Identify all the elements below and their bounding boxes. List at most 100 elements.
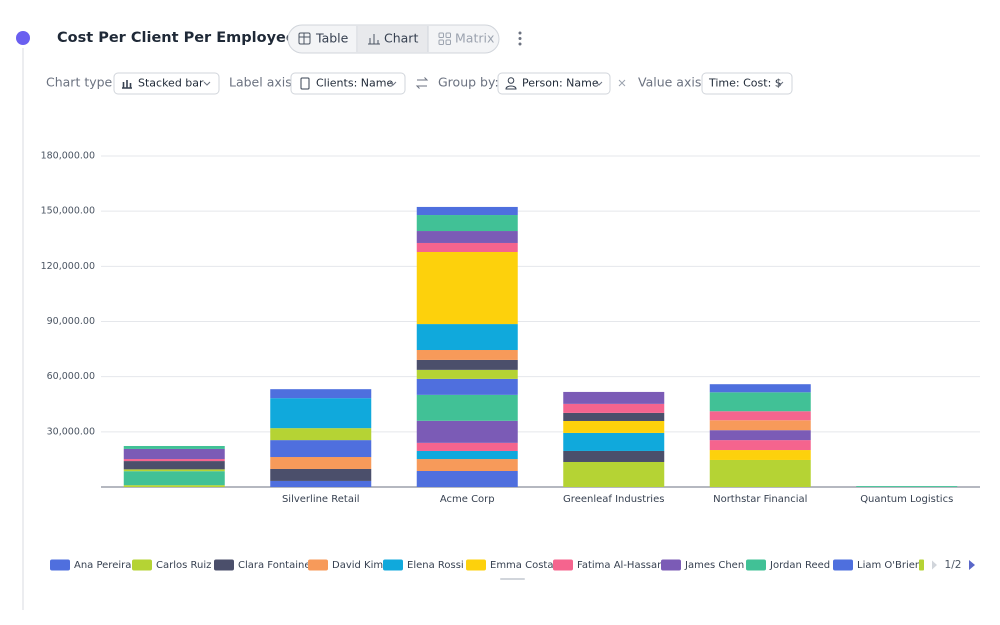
bar-segment [563, 420, 665, 433]
legend-label: David Kim [332, 560, 383, 571]
bar-segment [416, 378, 518, 395]
x-tick-label: Quantum Logistics [860, 494, 953, 505]
legend-item[interactable]: Liam O'Brien [833, 559, 921, 572]
bar-segment [416, 359, 518, 370]
bar-segment [416, 471, 518, 487]
tab-label[interactable]: Table [315, 31, 349, 46]
legend-label: Fatima Al-Hassan [577, 560, 663, 571]
legend-next[interactable] [969, 560, 975, 570]
bar-segment [709, 450, 811, 460]
more-menu[interactable] [518, 31, 522, 46]
legend-swatch [50, 559, 70, 571]
legend-item[interactable]: Ana Pereira [50, 559, 131, 572]
group-by-dropdown[interactable]: Person: Name [497, 72, 611, 95]
matrix-tab[interactable]: Matrix [438, 31, 494, 46]
matrix-icon [438, 39, 444, 45]
legend-item[interactable]: James Chen [661, 559, 744, 572]
bar-segment [416, 215, 518, 232]
legend-label: Elena Rossi [407, 560, 464, 571]
legend-prev[interactable] [932, 560, 937, 570]
legend-label: Ana Pereira [74, 560, 131, 571]
dropdown-icon [300, 77, 310, 90]
menu-dot [518, 31, 522, 35]
bar-segment [416, 251, 518, 325]
chevron [389, 81, 397, 86]
bar-segment [270, 428, 372, 441]
swap-button[interactable] [415, 77, 429, 89]
tab-label[interactable]: Chart [384, 31, 418, 46]
chart-icon [368, 34, 380, 45]
bar-segment [416, 242, 518, 252]
y-tick-label: 120,000.00 [41, 261, 95, 272]
chart-tab[interactable]: Chart [368, 31, 418, 46]
legend-swatch-partial [919, 559, 924, 571]
bar-segment [416, 350, 518, 360]
field-label: Group by: [438, 75, 499, 90]
bar-segment [416, 420, 518, 443]
y-tick-label: 30,000.00 [47, 426, 95, 437]
clear-button[interactable] [618, 79, 626, 87]
legend-item[interactable]: Emma Costa [466, 559, 553, 572]
tab-label[interactable]: Matrix [455, 31, 494, 46]
dropdown-icon [505, 85, 517, 90]
legend-label: Clara Fontaine [238, 560, 310, 571]
field-label: Value axis: [638, 75, 706, 90]
bar-segment [416, 459, 518, 472]
bar-segment [416, 442, 518, 451]
legend-swatch [661, 559, 681, 571]
legend-item[interactable]: Fatima Al-Hassan [553, 559, 663, 572]
bar-segment [416, 231, 518, 243]
legend-label: James Chen [684, 560, 744, 571]
chart-type-dropdown[interactable]: Stacked bar [113, 72, 220, 95]
dropdown-value[interactable]: Stacked bar [138, 77, 204, 90]
table-tab[interactable]: Table [298, 31, 349, 46]
legend-item[interactable]: Elena Rossi [383, 559, 464, 572]
legend-swatch [132, 559, 152, 571]
chevron [595, 81, 603, 86]
widget-title: Cost Per Client Per Employee [57, 30, 296, 46]
matrix-icon [445, 32, 451, 38]
dropdown-value[interactable]: Clients: Name [316, 77, 393, 90]
dropdown-box[interactable] [701, 72, 793, 95]
bar-segment [856, 486, 958, 487]
dropdown-box[interactable] [113, 72, 220, 95]
menu-dot [518, 42, 522, 46]
legend-item[interactable]: Jordan Reed [746, 559, 830, 572]
label-axis-dropdown[interactable]: Clients: Name [290, 72, 406, 95]
bar-segment [563, 403, 665, 413]
chart: 30,000.00 60,000.00 90,000.00 120,000.00 150… [41, 151, 980, 505]
bar-segment [416, 450, 518, 460]
legend-item[interactable]: Clara Fontaine [214, 559, 310, 572]
field-label: Chart type: [46, 75, 116, 90]
legend-scrollbar [500, 578, 525, 580]
bar-segment [709, 440, 811, 451]
legend-swatch [383, 559, 403, 571]
dropdown-value[interactable]: Person: Name [522, 77, 599, 90]
legend-item[interactable]: Carlos Ruiz [132, 559, 211, 572]
chevron [203, 81, 211, 86]
legend-swatch [466, 559, 486, 571]
bar-segment [709, 420, 811, 431]
bar-segment [123, 485, 225, 487]
bar-segment [270, 457, 372, 469]
dropdown-box[interactable] [290, 72, 406, 95]
matrix-icon [438, 32, 444, 38]
bar-segment [270, 468, 372, 481]
legend-swatch [746, 559, 766, 571]
y-tick-label: 90,000.00 [47, 316, 95, 327]
bar-segment [709, 411, 811, 421]
legend-item[interactable]: David Kim [308, 559, 383, 572]
menu-dot [518, 37, 522, 40]
legend-label: Jordan Reed [769, 560, 830, 571]
field-label: Label axis: [229, 75, 296, 90]
bar-segment [416, 324, 518, 351]
bar-segment [270, 440, 372, 458]
dropdown-box[interactable] [497, 72, 611, 95]
dropdown-value[interactable]: Time: Cost: $ [708, 77, 782, 90]
y-tick-label: 60,000.00 [47, 371, 95, 382]
bar-segment [123, 461, 225, 470]
value-axis-dropdown[interactable]: Time: Cost: $ [701, 72, 793, 95]
bar-segment [270, 398, 372, 429]
